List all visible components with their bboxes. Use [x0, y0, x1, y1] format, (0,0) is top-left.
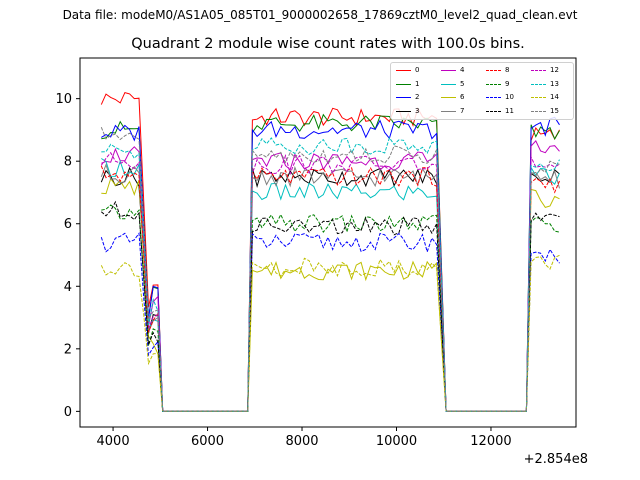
series-line-13 — [101, 136, 560, 412]
series-line-6 — [101, 177, 560, 412]
y-tick-label: 4 — [64, 280, 72, 295]
series-line-9 — [101, 204, 560, 412]
x-tick-label: 8000 — [285, 434, 318, 449]
series-line-2 — [101, 116, 560, 412]
legend-label: 13 — [550, 79, 559, 88]
legend-swatch — [396, 70, 411, 71]
chart-title: Quadrant 2 module wise count rates with … — [131, 36, 525, 52]
y-tick-label: 0 — [64, 405, 72, 420]
series-line-8 — [100, 165, 560, 412]
legend-label: 9 — [505, 79, 510, 88]
x-tick-label: 6000 — [191, 434, 224, 449]
series-line-15 — [100, 127, 560, 412]
y-tick-label: 6 — [64, 217, 72, 232]
legend-swatch — [531, 70, 546, 71]
legend-label: 10 — [505, 93, 514, 101]
plot-frame — [79, 57, 577, 428]
figure-suptitle: Data file: modeM0/AS1A05_085T01_90000026… — [62, 8, 578, 22]
legend-label: 8 — [505, 66, 510, 74]
legend-swatch — [486, 110, 501, 112]
series-line-7 — [100, 163, 560, 412]
x-tick-label: 10000 — [376, 434, 417, 449]
legend-swatch — [486, 97, 501, 98]
x-tick-label: 12000 — [470, 434, 511, 449]
legend-swatch — [441, 110, 456, 112]
legend-label: 4 — [460, 66, 465, 74]
series-line-5 — [101, 158, 560, 412]
legend-swatch — [486, 83, 501, 85]
legend-label: 0 — [415, 66, 420, 74]
x-tick-label: 4000 — [97, 434, 130, 449]
series-line-11 — [100, 200, 560, 412]
legend-label: 3 — [415, 106, 420, 115]
legend-label: 12 — [550, 66, 559, 74]
legend-label: 6 — [460, 93, 465, 101]
y-tick-label: 2 — [64, 342, 72, 357]
legend-swatch — [396, 83, 411, 85]
x-offset-label: +2.854e8 — [523, 452, 588, 467]
legend-swatch — [441, 83, 456, 85]
series-line-14 — [100, 254, 560, 412]
legend: 0 1 2 3 4 5 6 7 8 9 10 11 12 13 14 15 — [390, 62, 574, 120]
legend-label: 14 — [550, 93, 559, 101]
legend-swatch — [531, 97, 546, 98]
legend-label: 2 — [415, 93, 420, 101]
legend-label: 5 — [460, 79, 465, 88]
legend-swatch — [486, 70, 501, 71]
legend-label: 7 — [460, 106, 465, 115]
legend-swatch — [531, 83, 546, 85]
series-line-10 — [100, 232, 560, 412]
y-tick-label: 10 — [55, 92, 72, 107]
legend-label: 1 — [415, 79, 420, 88]
series-line-12 — [100, 151, 560, 412]
legend-swatch — [396, 97, 411, 98]
series-line-0 — [100, 92, 560, 412]
y-tick-label: 8 — [64, 155, 72, 170]
legend-swatch — [531, 110, 546, 112]
legend-label: 15 — [550, 106, 559, 115]
series-line-3 — [100, 166, 560, 412]
legend-swatch — [441, 97, 456, 98]
legend-swatch — [396, 110, 411, 112]
legend-swatch — [441, 70, 456, 71]
legend-label: 11 — [505, 106, 514, 115]
